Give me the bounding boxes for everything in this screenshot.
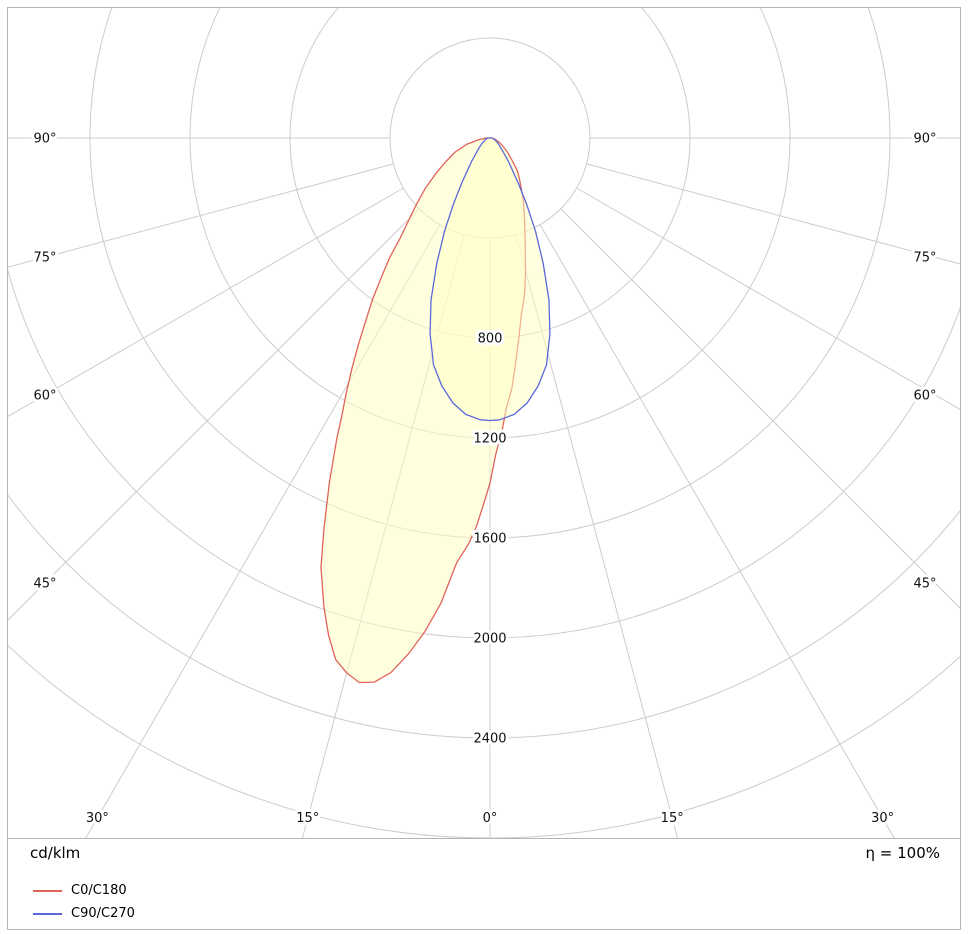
svg-text:90°: 90° [913, 132, 936, 147]
efficiency-value: η = 100% [865, 844, 941, 862]
unit-label: cd/klm [30, 844, 81, 862]
svg-text:30°: 30° [871, 811, 894, 826]
legend-label: C90/C270 [71, 906, 135, 921]
legend-swatch [33, 889, 62, 892]
svg-text:1200: 1200 [473, 432, 506, 447]
svg-text:45°: 45° [913, 577, 936, 592]
svg-text:1600: 1600 [473, 532, 506, 547]
svg-text:30°: 30° [86, 811, 109, 826]
svg-text:15°: 15° [661, 811, 684, 826]
svg-text:90°: 90° [33, 132, 56, 147]
plot-footer-divider [7, 838, 961, 839]
legend-label: C0/C180 [71, 883, 127, 898]
svg-text:60°: 60° [33, 388, 56, 403]
svg-text:60°: 60° [913, 388, 936, 403]
footer-row: cd/klm η = 100% [30, 844, 940, 862]
svg-text:75°: 75° [913, 251, 936, 266]
legend-item-c90-c270: C90/C270 [33, 902, 135, 925]
legend-item-c0-c180: C0/C180 [33, 879, 135, 902]
svg-text:15°: 15° [296, 811, 319, 826]
svg-text:45°: 45° [33, 577, 56, 592]
svg-text:75°: 75° [33, 251, 56, 266]
svg-text:2400: 2400 [473, 732, 506, 747]
legend: C0/C180 C90/C270 [33, 879, 135, 925]
svg-text:0°: 0° [483, 811, 498, 826]
svg-text:2000: 2000 [473, 632, 506, 647]
svg-text:800: 800 [478, 332, 503, 347]
legend-swatch [33, 912, 62, 915]
polar-chart: 800 1200 1600 2000 2400 90° 90° 75° 75° 60° 60° 45°… [8, 8, 961, 838]
